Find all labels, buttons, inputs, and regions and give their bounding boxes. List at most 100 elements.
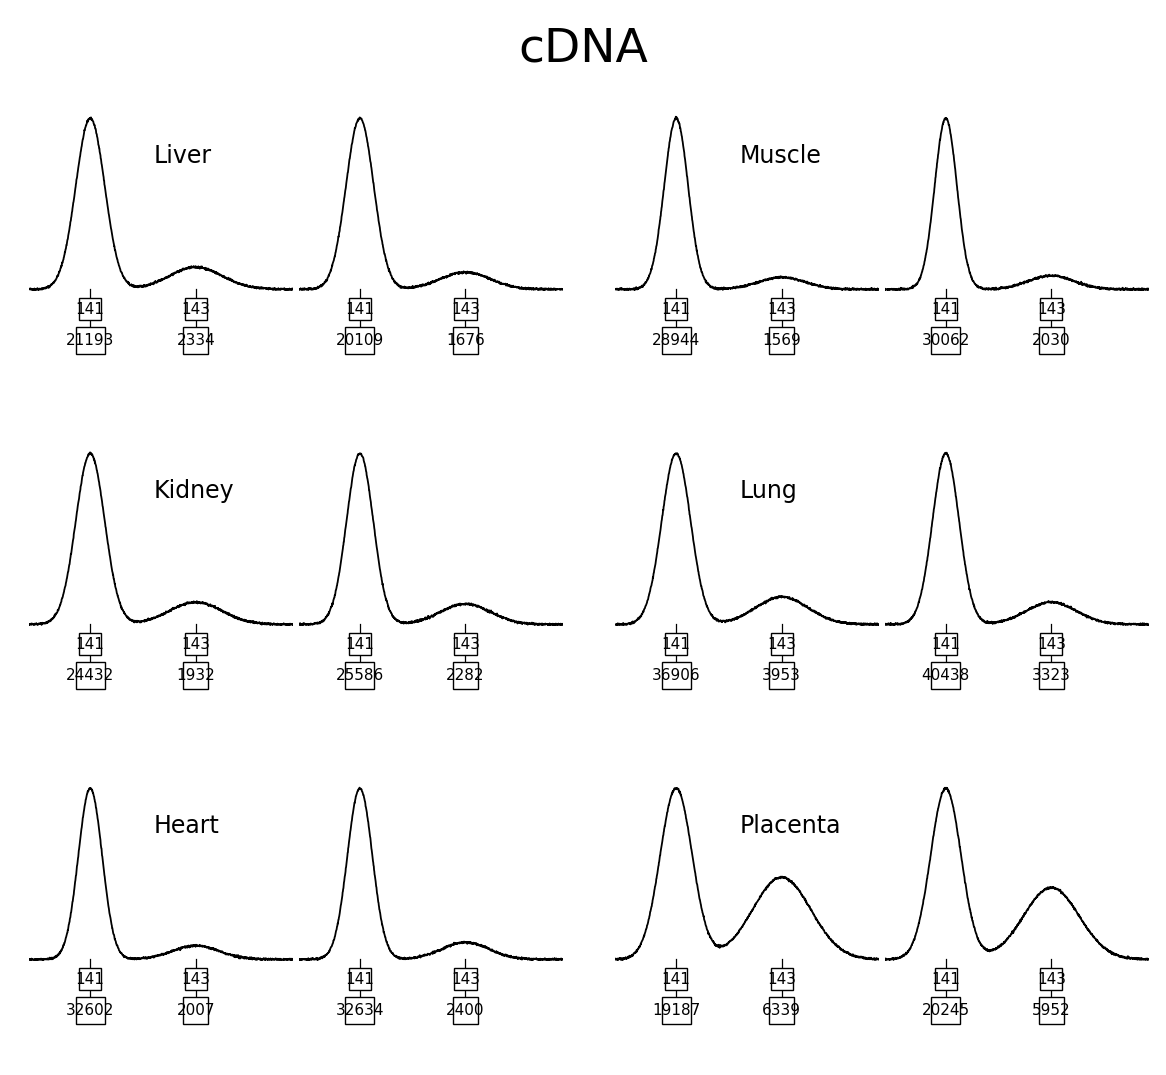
- Text: 2282: 2282: [447, 669, 485, 684]
- Text: Placenta: Placenta: [740, 814, 842, 838]
- FancyBboxPatch shape: [665, 633, 687, 655]
- Text: 1569: 1569: [763, 333, 801, 348]
- FancyBboxPatch shape: [771, 298, 793, 320]
- Text: 141: 141: [345, 972, 374, 987]
- FancyBboxPatch shape: [770, 327, 794, 355]
- FancyBboxPatch shape: [932, 997, 961, 1024]
- FancyBboxPatch shape: [935, 968, 957, 990]
- Text: 32634: 32634: [336, 1003, 384, 1018]
- Text: 143: 143: [451, 301, 480, 316]
- Text: 143: 143: [181, 301, 210, 316]
- Text: 143: 143: [767, 636, 796, 651]
- FancyBboxPatch shape: [1039, 662, 1063, 689]
- Text: 141: 141: [345, 636, 374, 651]
- Text: 25586: 25586: [336, 669, 384, 684]
- FancyBboxPatch shape: [184, 968, 206, 990]
- FancyBboxPatch shape: [345, 997, 374, 1024]
- Text: 143: 143: [767, 301, 796, 316]
- Text: 141: 141: [932, 636, 961, 651]
- Text: 143: 143: [181, 972, 210, 987]
- FancyBboxPatch shape: [349, 633, 371, 655]
- FancyBboxPatch shape: [661, 327, 690, 355]
- FancyBboxPatch shape: [665, 968, 687, 990]
- Text: 2030: 2030: [1032, 333, 1070, 348]
- FancyBboxPatch shape: [455, 968, 477, 990]
- FancyBboxPatch shape: [184, 298, 206, 320]
- FancyBboxPatch shape: [661, 997, 690, 1024]
- FancyBboxPatch shape: [76, 327, 105, 355]
- FancyBboxPatch shape: [183, 327, 209, 355]
- Text: Liver: Liver: [154, 144, 212, 168]
- Text: 143: 143: [181, 636, 210, 651]
- Text: 3953: 3953: [763, 669, 801, 684]
- Text: 1932: 1932: [176, 669, 216, 684]
- Text: 141: 141: [932, 972, 961, 987]
- Text: 20109: 20109: [336, 333, 384, 348]
- FancyBboxPatch shape: [452, 997, 478, 1024]
- Text: 30062: 30062: [921, 333, 970, 348]
- Text: Lung: Lung: [740, 479, 798, 503]
- Text: 3323: 3323: [1032, 669, 1070, 684]
- FancyBboxPatch shape: [771, 968, 793, 990]
- Text: 143: 143: [451, 972, 480, 987]
- FancyBboxPatch shape: [455, 633, 477, 655]
- FancyBboxPatch shape: [183, 997, 209, 1024]
- FancyBboxPatch shape: [771, 633, 793, 655]
- Text: 141: 141: [76, 301, 105, 316]
- Text: 28944: 28944: [652, 333, 701, 348]
- Text: 6339: 6339: [763, 1003, 801, 1018]
- Text: 36906: 36906: [652, 669, 701, 684]
- Text: 143: 143: [451, 636, 480, 651]
- Text: 5952: 5952: [1032, 1003, 1070, 1018]
- Text: 141: 141: [76, 636, 105, 651]
- FancyBboxPatch shape: [76, 662, 105, 689]
- FancyBboxPatch shape: [79, 633, 101, 655]
- Text: 2334: 2334: [176, 333, 216, 348]
- FancyBboxPatch shape: [665, 298, 687, 320]
- Text: 143: 143: [767, 972, 796, 987]
- Text: 2400: 2400: [447, 1003, 485, 1018]
- Text: 24432: 24432: [66, 669, 114, 684]
- Text: 21193: 21193: [66, 333, 114, 348]
- FancyBboxPatch shape: [770, 997, 794, 1024]
- FancyBboxPatch shape: [183, 662, 209, 689]
- FancyBboxPatch shape: [932, 327, 961, 355]
- FancyBboxPatch shape: [452, 662, 478, 689]
- Text: 20245: 20245: [922, 1003, 970, 1018]
- FancyBboxPatch shape: [79, 968, 101, 990]
- FancyBboxPatch shape: [184, 633, 206, 655]
- FancyBboxPatch shape: [770, 662, 794, 689]
- Text: 141: 141: [662, 301, 690, 316]
- Text: cDNA: cDNA: [518, 27, 648, 72]
- FancyBboxPatch shape: [79, 298, 101, 320]
- FancyBboxPatch shape: [345, 662, 374, 689]
- FancyBboxPatch shape: [349, 968, 371, 990]
- Text: 32602: 32602: [66, 1003, 114, 1018]
- FancyBboxPatch shape: [455, 298, 477, 320]
- Text: 2007: 2007: [176, 1003, 215, 1018]
- FancyBboxPatch shape: [935, 298, 957, 320]
- Text: 40438: 40438: [921, 669, 970, 684]
- FancyBboxPatch shape: [935, 633, 957, 655]
- Text: 143: 143: [1037, 301, 1066, 316]
- Text: 141: 141: [76, 972, 105, 987]
- FancyBboxPatch shape: [349, 298, 371, 320]
- Text: 143: 143: [1037, 972, 1066, 987]
- Text: 143: 143: [1037, 636, 1066, 651]
- Text: 141: 141: [662, 636, 690, 651]
- Text: 141: 141: [932, 301, 961, 316]
- FancyBboxPatch shape: [1039, 327, 1063, 355]
- FancyBboxPatch shape: [1040, 298, 1062, 320]
- Text: 19187: 19187: [652, 1003, 701, 1018]
- Text: 141: 141: [345, 301, 374, 316]
- FancyBboxPatch shape: [76, 997, 105, 1024]
- FancyBboxPatch shape: [1040, 633, 1062, 655]
- FancyBboxPatch shape: [1040, 968, 1062, 990]
- FancyBboxPatch shape: [1039, 997, 1063, 1024]
- Text: 1676: 1676: [447, 333, 485, 348]
- Text: Heart: Heart: [154, 814, 220, 838]
- FancyBboxPatch shape: [932, 662, 961, 689]
- FancyBboxPatch shape: [661, 662, 690, 689]
- Text: Muscle: Muscle: [740, 144, 822, 168]
- FancyBboxPatch shape: [452, 327, 478, 355]
